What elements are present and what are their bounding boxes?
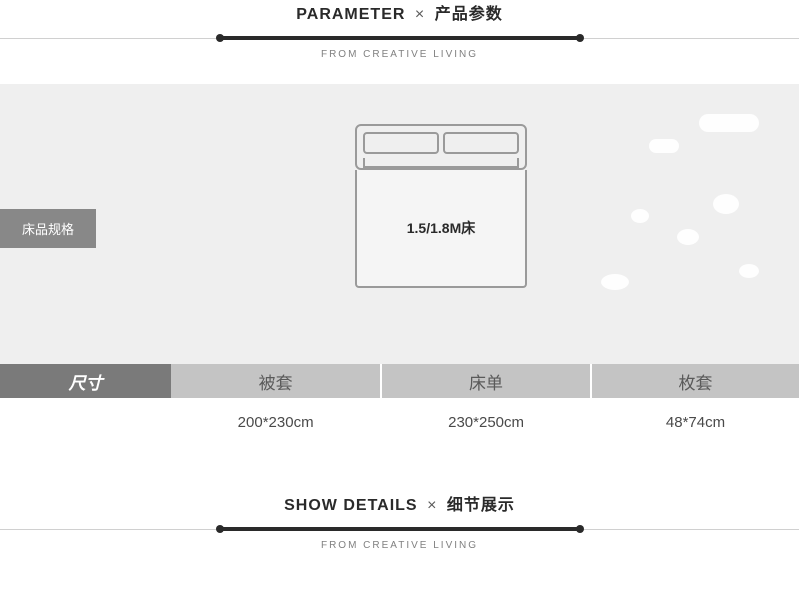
size-label-header: 尺寸	[0, 364, 171, 398]
decor-blob-5	[601, 274, 629, 290]
column-duvet: 被套	[171, 364, 380, 398]
size-table-values: 200*230cm 230*250cm 48*74cm	[0, 414, 799, 431]
bed-size-text: 1.5/1.8M床	[407, 218, 475, 238]
details-header: SHOW DETAILS × 细节展示 FROM CREATIVE LIVING	[0, 491, 799, 551]
footer-title-separator: ×	[427, 497, 437, 514]
pillow-right	[443, 132, 519, 154]
decor-cloud-2	[649, 139, 679, 153]
footer-divider	[0, 529, 799, 530]
fold-line	[363, 158, 519, 168]
title-en: PARAMETER	[296, 6, 405, 23]
size-table-header: 尺寸 被套 床单 枚套	[0, 364, 799, 398]
decor-blob-2	[677, 229, 699, 245]
column-sheet: 床单	[382, 364, 590, 398]
title-separator: ×	[415, 6, 425, 23]
value-sheet: 230*250cm	[382, 414, 590, 431]
mattress: 1.5/1.8M床	[355, 170, 527, 288]
divider	[0, 38, 799, 39]
spec-label: 床品规格	[0, 209, 96, 248]
decor-blob-3	[631, 209, 649, 223]
decor-blob-1	[713, 194, 739, 214]
parameter-subtitle: FROM CREATIVE LIVING	[0, 49, 799, 60]
pillow-left	[363, 132, 439, 154]
value-label-spacer	[0, 414, 171, 431]
pillows	[363, 132, 519, 154]
value-duvet: 200*230cm	[171, 414, 380, 431]
parameter-header: PARAMETER × 产品参数 FROM CREATIVE LIVING	[0, 0, 799, 60]
details-title: SHOW DETAILS × 细节展示	[0, 491, 799, 515]
footer-divider-bar	[220, 527, 580, 531]
footer-title-en: SHOW DETAILS	[284, 497, 417, 514]
divider-bar	[220, 36, 580, 40]
value-pillow: 48*74cm	[592, 414, 799, 431]
decor-blob-4	[739, 264, 759, 278]
decor-cloud-1	[699, 114, 759, 132]
bed-diagram: 1.5/1.8M床	[355, 124, 527, 288]
bed-frame	[355, 124, 527, 170]
illustration-area: 床品规格 1.5/1.8M床	[0, 84, 799, 364]
column-pillow: 枚套	[592, 364, 799, 398]
title-cn: 产品参数	[435, 6, 503, 23]
footer-title-cn: 细节展示	[447, 497, 515, 514]
parameter-title: PARAMETER × 产品参数	[0, 0, 799, 24]
details-subtitle: FROM CREATIVE LIVING	[0, 540, 799, 551]
size-table: 尺寸 被套 床单 枚套 200*230cm 230*250cm 48*74cm	[0, 364, 799, 431]
